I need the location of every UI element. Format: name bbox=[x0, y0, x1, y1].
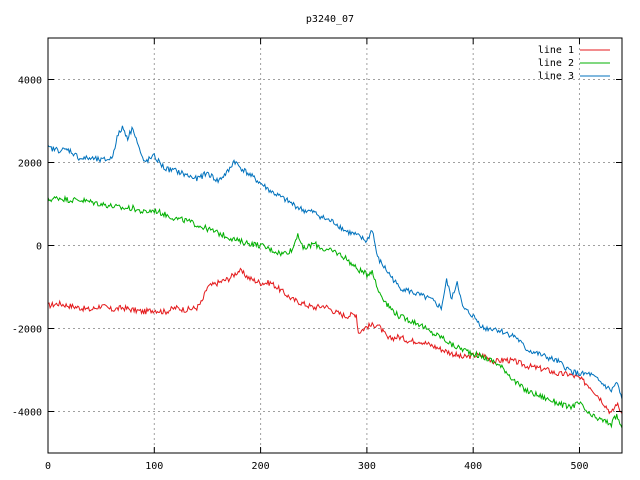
legend-label-1: line 1 bbox=[538, 45, 574, 56]
x-tick-label: 200 bbox=[252, 461, 270, 472]
legend: line 1 line 2 line 3 bbox=[538, 45, 610, 82]
grid bbox=[48, 38, 622, 453]
x-tick-label: 500 bbox=[570, 461, 588, 472]
y-tick-label: -4000 bbox=[12, 408, 42, 419]
y-tick-label: 4000 bbox=[18, 76, 42, 87]
y-tick-label: 0 bbox=[36, 242, 42, 253]
series-line-1 bbox=[47, 267, 623, 415]
y-tick-label: 2000 bbox=[18, 159, 42, 170]
series-line-3 bbox=[47, 125, 623, 400]
series-layer bbox=[47, 125, 623, 429]
x-tick-label: 0 bbox=[45, 461, 51, 472]
x-tick-label: 100 bbox=[145, 461, 163, 472]
series-line-2 bbox=[47, 194, 623, 429]
legend-label-2: line 2 bbox=[538, 58, 574, 69]
legend-label-3: line 3 bbox=[538, 71, 574, 82]
chart-title: p3240_07 bbox=[306, 14, 354, 25]
x-tick-label: 300 bbox=[358, 461, 376, 472]
axis-ticks: 0 100 200 300 400 500 -4000 -2000 0 2000 4000 bbox=[12, 38, 622, 472]
x-tick-label: 400 bbox=[464, 461, 482, 472]
y-tick-label: -2000 bbox=[12, 325, 42, 336]
